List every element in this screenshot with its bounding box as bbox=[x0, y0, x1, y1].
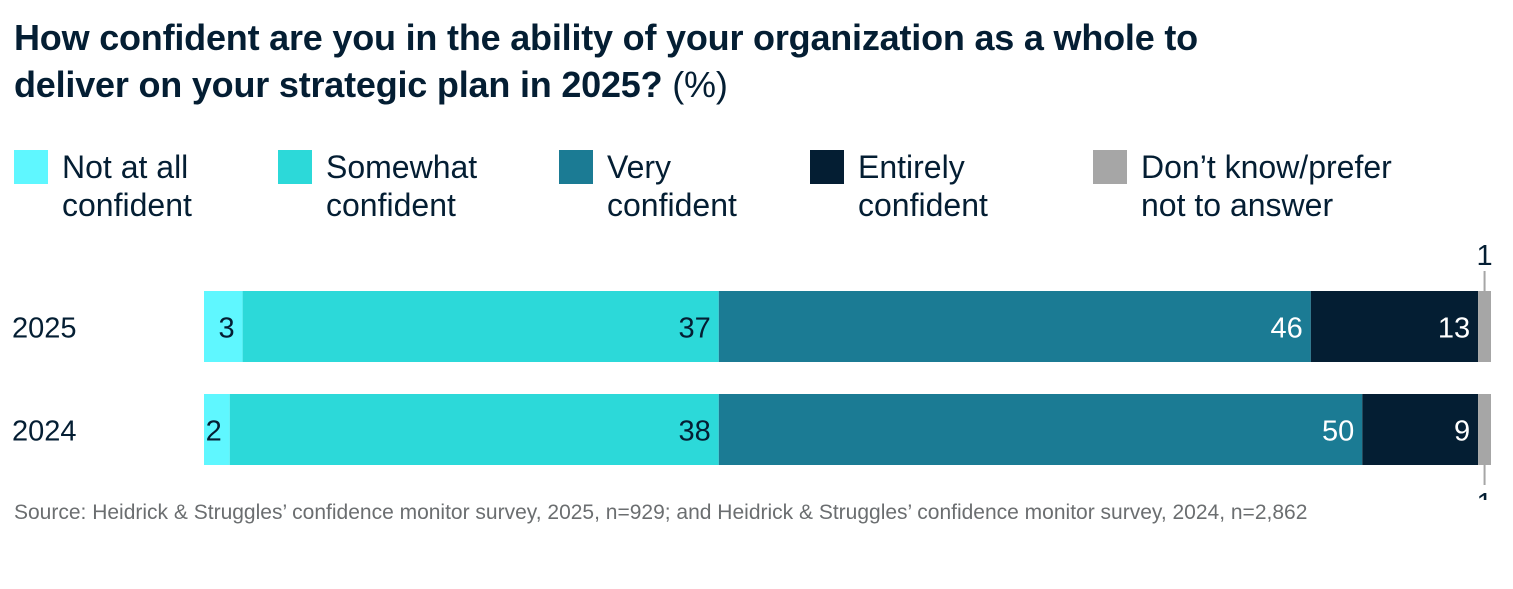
bar-segment-entirely-confident-2025 bbox=[1310, 291, 1479, 362]
category-label-2024: 2024 bbox=[12, 416, 77, 448]
bar-segment-somewhat-confident-2024 bbox=[229, 394, 719, 465]
data-label-not-at-all-confident-2024: 2 bbox=[206, 416, 222, 448]
bar-segment-don-t-know-prefer-not-to-answer-2024 bbox=[1478, 394, 1491, 465]
category-label-2025: 2025 bbox=[12, 313, 77, 345]
legend-swatch bbox=[810, 150, 844, 184]
bar-segment-not-at-all-confident-2024 bbox=[204, 394, 230, 465]
chart-title-main: How confident are you in the ability of … bbox=[14, 17, 1198, 105]
legend-swatch bbox=[559, 150, 593, 184]
legend-swatch bbox=[1093, 150, 1127, 184]
data-label-very-confident-2025: 46 bbox=[1271, 313, 1303, 345]
data-label-don-t-know-prefer-not-to-answer-2025: 1 bbox=[1476, 240, 1492, 272]
data-label-somewhat-confident-2025: 37 bbox=[679, 313, 711, 345]
bar-segment-somewhat-confident-2025 bbox=[242, 291, 719, 362]
legend-label: Very confident bbox=[607, 149, 737, 223]
legend-label: Don’t know/prefer not to answer bbox=[1141, 149, 1392, 223]
legend-label: Entirely confident bbox=[858, 149, 988, 223]
chart-title-unit: (%) bbox=[672, 64, 728, 105]
bar-segment-very-confident-2025 bbox=[718, 291, 1311, 362]
chart-title: How confident are you in the ability of … bbox=[14, 14, 1314, 108]
bar-segment-very-confident-2024 bbox=[718, 394, 1363, 465]
data-label-somewhat-confident-2024: 38 bbox=[679, 416, 711, 448]
data-label-entirely-confident-2024: 9 bbox=[1454, 416, 1470, 448]
data-label-not-at-all-confident-2025: 3 bbox=[218, 313, 234, 345]
data-label-very-confident-2024: 50 bbox=[1322, 416, 1354, 448]
data-label-don-t-know-prefer-not-to-answer-2024: 1 bbox=[1476, 488, 1492, 500]
bar-segment-not-at-all-confident-2025 bbox=[204, 291, 243, 362]
bar-segment-entirely-confident-2024 bbox=[1362, 394, 1479, 465]
bar-segment-don-t-know-prefer-not-to-answer-2025 bbox=[1478, 291, 1491, 362]
legend-swatch bbox=[278, 150, 312, 184]
data-label-entirely-confident-2025: 13 bbox=[1438, 313, 1470, 345]
stacked-bar-chart: 2025 3 37 46 13 1 2024 2 38 50 9 1 bbox=[12, 240, 1493, 500]
legend-swatch bbox=[14, 150, 48, 184]
source-note: Source: Heidrick & Struggles’ confidence… bbox=[14, 501, 1308, 524]
legend-label: Not at all confident bbox=[62, 149, 192, 223]
legend-label: Somewhat confident bbox=[326, 149, 478, 223]
